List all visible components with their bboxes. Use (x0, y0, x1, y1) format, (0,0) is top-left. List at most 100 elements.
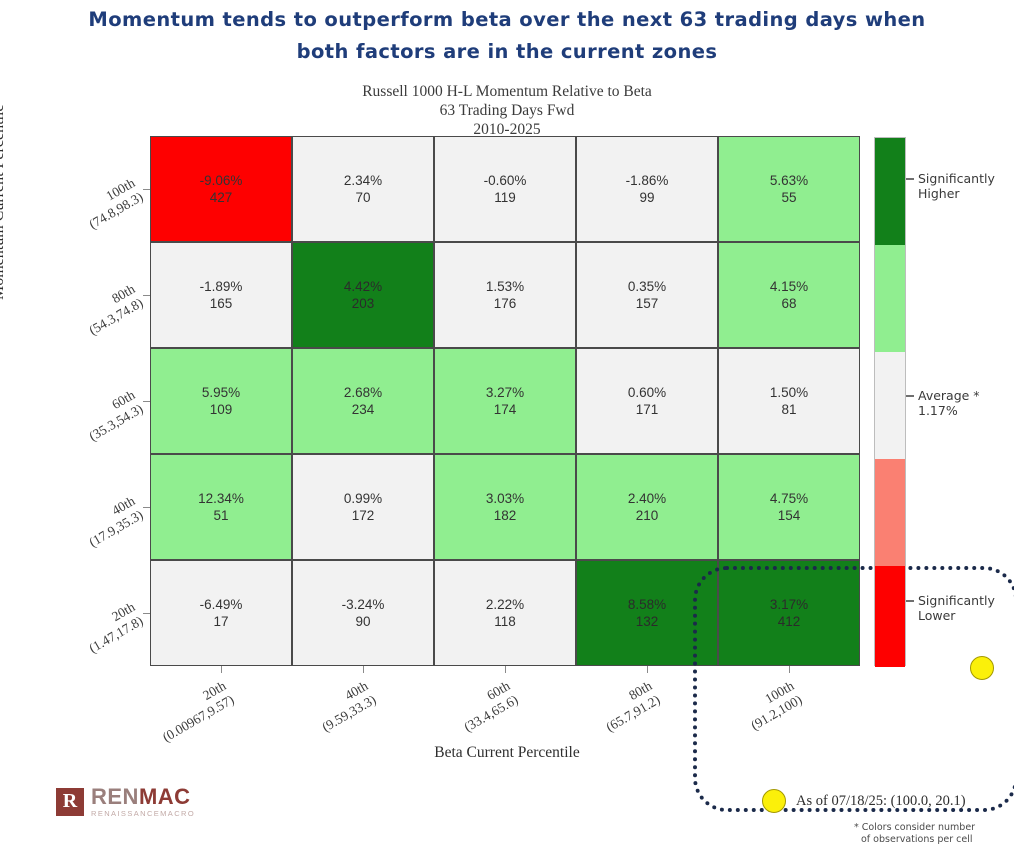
cell-count: 157 (635, 296, 659, 311)
cell-count: 99 (639, 190, 655, 205)
legend-tick-high (906, 178, 914, 180)
color-legend (874, 137, 906, 667)
footnote-line-2: of observations per cell (861, 834, 973, 845)
y-axis-tick (143, 401, 150, 402)
cell-percent: 2.40% (627, 491, 667, 506)
cell-count: 234 (351, 402, 375, 417)
y-axis-label: 40th (17.9,35.3) (10, 493, 146, 590)
x-axis-tick (789, 666, 790, 673)
x-axis-tick (505, 666, 506, 673)
heatmap-cell[interactable]: 5.95% 109 (150, 348, 292, 454)
heatmap-row: -9.06% 427 2.34% 70 -0.60% 119 -1.86% 99 5.63% 55 (150, 136, 860, 242)
heatmap-cell[interactable]: -1.86% 99 (576, 136, 718, 242)
chart-title-line-3: 2010-2025 (473, 121, 541, 138)
legend-label-higher: Significantly Higher (918, 171, 995, 201)
heatmap-cell[interactable]: 4.75% 154 (718, 454, 860, 560)
cell-count: 182 (493, 508, 517, 523)
heatmap-cell[interactable]: 4.42% 203 (292, 242, 434, 348)
heatmap-cell[interactable]: 0.60% 171 (576, 348, 718, 454)
heatmap-cell[interactable]: 2.40% 210 (576, 454, 718, 560)
footnote: * Colors consider number of observations… (854, 822, 975, 846)
heatmap-cell[interactable]: 3.27% 174 (434, 348, 576, 454)
heatmap-cell[interactable]: 0.35% 157 (576, 242, 718, 348)
legend-label-average: Average * 1.17% (918, 388, 980, 418)
cell-percent: 1.50% (769, 385, 809, 400)
legend-band-lower (875, 459, 905, 566)
cell-count: 17 (213, 614, 229, 629)
heatmap-cell[interactable]: 3.03% 182 (434, 454, 576, 560)
cell-percent: 0.99% (343, 491, 383, 506)
cell-count: 165 (209, 296, 233, 311)
cell-count: 154 (777, 508, 801, 523)
headline-line-1: Momentum tends to outperform beta over t… (88, 8, 926, 31)
heatmap-cell[interactable]: 8.58% 132 (576, 560, 718, 666)
headline-line-2: both factors are in the current zones (296, 40, 718, 63)
y-axis-label: 20th (1.47,17.8) (10, 599, 146, 696)
y-axis-label: 80th (54.3,74.8) (10, 281, 146, 378)
chart-title-line-1: Russell 1000 H-L Momentum Relative to Be… (362, 83, 652, 100)
cell-percent: 3.17% (769, 597, 809, 612)
renmac-wordmark: RENMAC (91, 786, 195, 808)
heatmap-row: -1.89% 165 4.42% 203 1.53% 176 0.35% 157 4.15% 68 (150, 242, 860, 348)
cell-percent: 2.34% (343, 173, 383, 188)
cell-percent: 4.42% (343, 279, 383, 294)
cell-percent: -1.89% (199, 279, 243, 294)
cell-count: 119 (494, 190, 516, 205)
heatmap-cell[interactable]: -0.60% 119 (434, 136, 576, 242)
headline: Momentum tends to outperform beta over t… (0, 4, 1014, 68)
cell-count: 210 (635, 508, 659, 523)
cell-percent: -6.49% (199, 597, 243, 612)
y-axis-tick (143, 613, 150, 614)
heatmap-cell[interactable]: -3.24% 90 (292, 560, 434, 666)
cell-count: 174 (493, 402, 517, 417)
as-of-text: As of 07/18/25: (100.0, 20.1) (796, 792, 966, 809)
cell-percent: -9.06% (199, 173, 243, 188)
cell-percent: 2.68% (343, 385, 383, 400)
y-axis-label: 100th (74.8,98.3) (10, 175, 146, 272)
legend-band-significantly-lower (875, 566, 905, 667)
x-axis-tick (647, 666, 648, 673)
legend-band-average (875, 352, 905, 459)
cell-percent: 0.35% (627, 279, 667, 294)
renmac-subtitle: RENAISSANCEMACRO (91, 809, 196, 818)
renmac-logo-text: RENMAC RENAISSANCEMACRO (91, 786, 195, 818)
renmac-wordmark-mac: MAC (138, 784, 191, 809)
y-axis-title: Momentum Current Percentile (0, 104, 7, 300)
legend-label-lower: Significantly Lower (918, 593, 995, 623)
cell-count: 90 (355, 614, 371, 629)
cell-count: 109 (209, 402, 233, 417)
y-axis-tick (143, 189, 150, 190)
heatmap-cell[interactable]: 1.53% 176 (434, 242, 576, 348)
heatmap-cell[interactable]: 0.99% 172 (292, 454, 434, 560)
cell-percent: 8.58% (627, 597, 667, 612)
heatmap-cell[interactable]: -9.06% 427 (150, 136, 292, 242)
legend-tick-average (906, 395, 914, 397)
heatmap-cell[interactable]: -1.89% 165 (150, 242, 292, 348)
heatmap-cell[interactable]: 2.22% 118 (434, 560, 576, 666)
cell-count: 51 (213, 508, 229, 523)
heatmap-grid: -9.06% 427 2.34% 70 -0.60% 119 -1.86% 99 5.63% 55… (150, 136, 860, 666)
heatmap-cell[interactable]: 5.63% 55 (718, 136, 860, 242)
legend-tick-low (906, 600, 914, 602)
cell-count: 118 (494, 614, 516, 629)
cell-count: 68 (781, 296, 797, 311)
heatmap-cell[interactable]: 2.34% 70 (292, 136, 434, 242)
cell-percent: 12.34% (198, 491, 244, 506)
heatmap-cell[interactable]: 3.17% 412 (718, 560, 860, 666)
heatmap-row: 5.95% 109 2.68% 234 3.27% 174 0.60% 171 1.50% 81 (150, 348, 860, 454)
cell-count: 70 (355, 190, 371, 205)
heatmap-cell[interactable]: 1.50% 81 (718, 348, 860, 454)
cell-percent: 2.22% (485, 597, 525, 612)
cell-percent: 5.63% (769, 173, 809, 188)
cell-percent: 4.15% (769, 279, 809, 294)
current-position-marker[interactable] (970, 656, 994, 680)
cell-percent: -1.86% (625, 173, 669, 188)
x-axis-tick (363, 666, 364, 673)
cell-percent: -3.24% (341, 597, 385, 612)
cell-count: 172 (351, 508, 375, 523)
heatmap-cell[interactable]: 12.34% 51 (150, 454, 292, 560)
heatmap-row: -6.49% 17 -3.24% 90 2.22% 118 8.58% 132 3.17% 412 (150, 560, 860, 666)
heatmap-cell[interactable]: 4.15% 68 (718, 242, 860, 348)
heatmap-cell[interactable]: 2.68% 234 (292, 348, 434, 454)
heatmap-cell[interactable]: -6.49% 17 (150, 560, 292, 666)
